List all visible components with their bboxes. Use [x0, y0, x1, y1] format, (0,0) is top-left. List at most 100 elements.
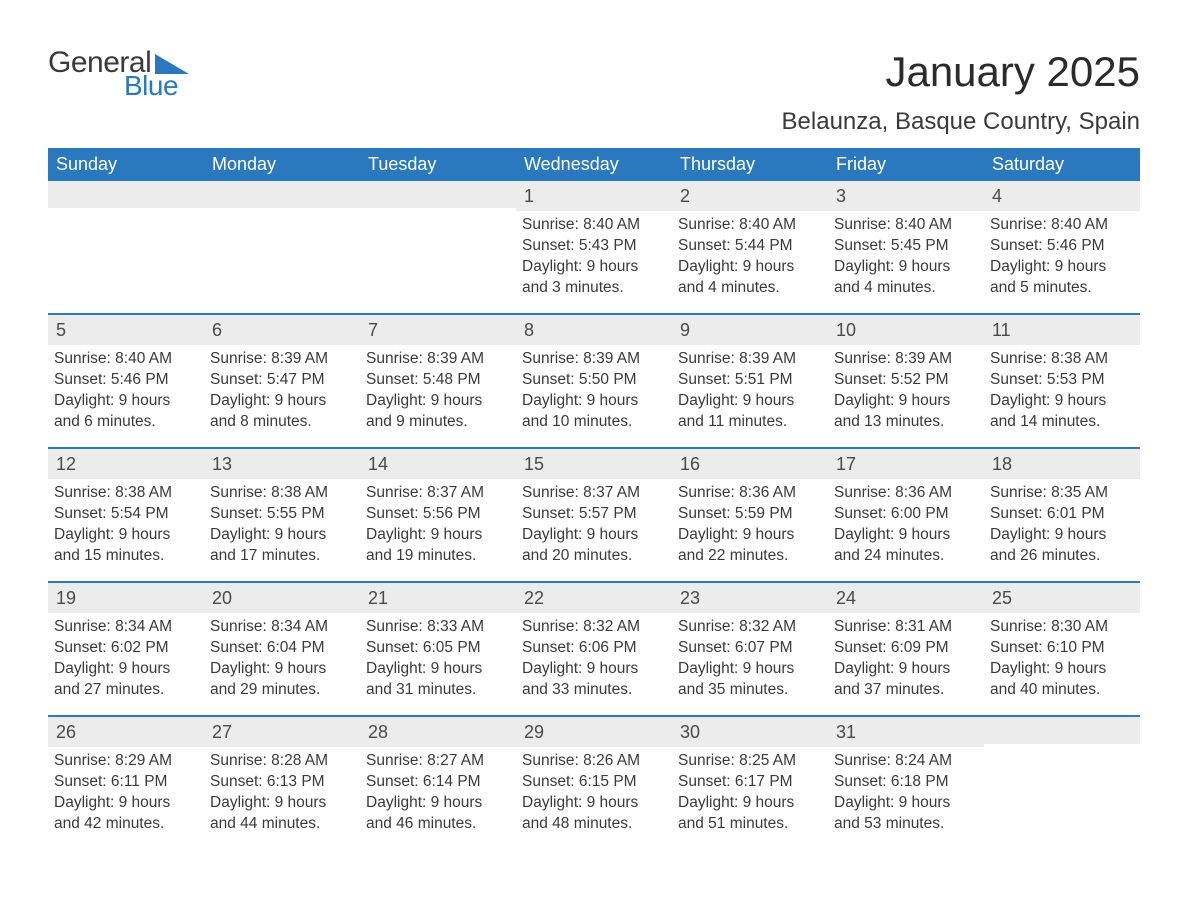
sunset-line: Sunset: 6:11 PM	[54, 772, 198, 793]
sunrise-line: Sunrise: 8:39 AM	[834, 349, 978, 370]
sunrise-line: Sunrise: 8:31 AM	[834, 617, 978, 638]
weekday-header: Wednesday	[516, 148, 672, 181]
day-cell: 1Sunrise: 8:40 AMSunset: 5:43 PMDaylight…	[516, 181, 672, 313]
sunrise-line: Sunrise: 8:34 AM	[54, 617, 198, 638]
sunset-line: Sunset: 6:02 PM	[54, 638, 198, 659]
day-number: 13	[204, 449, 360, 479]
weekday-header: Sunday	[48, 148, 204, 181]
sunrise-line: Sunrise: 8:39 AM	[366, 349, 510, 370]
day-cell: 30 Sunrise: 8:25 AMSunset: 6:17 PMDayligh…	[672, 717, 828, 849]
daylight-line: Daylight: 9 hours and 6 minutes.	[54, 391, 198, 433]
day-number: 14	[360, 449, 516, 479]
weekday-header: Saturday	[984, 148, 1140, 181]
day-number: 19	[48, 583, 204, 613]
day-number: 9	[672, 315, 828, 345]
daylight-line: Daylight: 9 hours and 11 minutes.	[678, 391, 822, 433]
day-number: 12	[48, 449, 204, 479]
day-number	[204, 181, 360, 208]
day-number: 22	[516, 583, 672, 613]
day-cell: 5Sunrise: 8:40 AMSunset: 5:46 PMDaylight…	[48, 315, 204, 447]
daylight-line: Daylight: 9 hours and 51 minutes.	[678, 793, 822, 835]
day-cell: 21Sunrise: 8:33 AMSunset: 6:05 PMDayligh…	[360, 583, 516, 715]
daylight-line: Daylight: 9 hours and 31 minutes.	[366, 659, 510, 701]
day-cell: 15Sunrise: 8:37 AMSunset: 5:57 PMDayligh…	[516, 449, 672, 581]
day-cell: 28Sunrise: 8:27 AMSunset: 6:14 PMDayligh…	[360, 717, 516, 849]
sunset-line: Sunset: 5:43 PM	[522, 236, 666, 257]
sunrise-line: Sunrise: 8:32 AM	[522, 617, 666, 638]
sunset-line: Sunset: 5:51 PM	[678, 370, 822, 391]
week-row: 12Sunrise: 8:38 AMSunset: 5:54 PMDayligh…	[48, 447, 1140, 581]
sunset-line: Sunset: 6:00 PM	[834, 504, 978, 525]
sunrise-line: Sunrise: 8:39 AM	[522, 349, 666, 370]
calendar: SundayMondayTuesdayWednesdayThursdayFrid…	[48, 148, 1140, 849]
day-cell: 29Sunrise: 8:26 AMSunset: 6:15 PMDayligh…	[516, 717, 672, 849]
sunset-line: Sunset: 5:46 PM	[54, 370, 198, 391]
sunrise-line: Sunrise: 8:38 AM	[990, 349, 1134, 370]
day-number: 16	[672, 449, 828, 479]
day-number	[360, 181, 516, 208]
logo: General Blue	[48, 48, 189, 100]
sunrise-line: Sunrise: 8:33 AM	[366, 617, 510, 638]
day-number: 7	[360, 315, 516, 345]
day-cell-empty	[204, 181, 360, 313]
sunset-line: Sunset: 6:04 PM	[210, 638, 354, 659]
sunrise-line: Sunrise: 8:36 AM	[678, 483, 822, 504]
sunrise-line: Sunrise: 8:35 AM	[990, 483, 1134, 504]
weekday-header-row: SundayMondayTuesdayWednesdayThursdayFrid…	[48, 148, 1140, 181]
day-cell: 19 Sunrise: 8:34 AMSunset: 6:02 PMDayligh…	[48, 583, 204, 715]
day-number: 27	[204, 717, 360, 747]
sunset-line: Sunset: 5:50 PM	[522, 370, 666, 391]
daylight-line: Daylight: 9 hours and 15 minutes.	[54, 525, 198, 567]
day-cell: 22Sunrise: 8:32 AMSunset: 6:06 PMDayligh…	[516, 583, 672, 715]
day-number	[984, 717, 1140, 744]
sunset-line: Sunset: 5:45 PM	[834, 236, 978, 257]
sunrise-line: Sunrise: 8:40 AM	[54, 349, 198, 370]
sunrise-line: Sunrise: 8:32 AM	[678, 617, 822, 638]
sunrise-line: Sunrise: 8:40 AM	[678, 215, 822, 236]
sunrise-line: Sunrise: 8:25 AM	[678, 751, 822, 772]
sunrise-line: Sunrise: 8:34 AM	[210, 617, 354, 638]
sunrise-line: Sunrise: 8:39 AM	[210, 349, 354, 370]
daylight-line: Daylight: 9 hours and 27 minutes.	[54, 659, 198, 701]
day-number: 31	[828, 717, 984, 747]
sunrise-line: Sunrise: 8:36 AM	[834, 483, 978, 504]
day-cell: 26Sunrise: 8:29 AMSunset: 6:11 PMDayligh…	[48, 717, 204, 849]
sunset-line: Sunset: 6:17 PM	[678, 772, 822, 793]
day-number: 20	[204, 583, 360, 613]
daylight-line: Daylight: 9 hours and 9 minutes.	[366, 391, 510, 433]
day-cell-empty	[48, 181, 204, 313]
day-cell: 8Sunrise: 8:39 AMSunset: 5:50 PMDaylight…	[516, 315, 672, 447]
sunrise-line: Sunrise: 8:30 AM	[990, 617, 1134, 638]
sunset-line: Sunset: 6:13 PM	[210, 772, 354, 793]
day-cell: 20Sunrise: 8:34 AMSunset: 6:04 PMDayligh…	[204, 583, 360, 715]
day-cell: 24Sunrise: 8:31 AMSunset: 6:09 PMDayligh…	[828, 583, 984, 715]
day-number	[48, 181, 204, 208]
day-cell: 10Sunrise: 8:39 AMSunset: 5:52 PMDayligh…	[828, 315, 984, 447]
day-cell: 14Sunrise: 8:37 AMSunset: 5:56 PMDayligh…	[360, 449, 516, 581]
daylight-line: Daylight: 9 hours and 17 minutes.	[210, 525, 354, 567]
day-number: 21	[360, 583, 516, 613]
title-block: January 2025	[885, 48, 1140, 96]
sunrise-line: Sunrise: 8:24 AM	[834, 751, 978, 772]
day-cell: 12Sunrise: 8:38 AMSunset: 5:54 PMDayligh…	[48, 449, 204, 581]
sunrise-line: Sunrise: 8:39 AM	[678, 349, 822, 370]
week-row: 26Sunrise: 8:29 AMSunset: 6:11 PMDayligh…	[48, 715, 1140, 849]
day-number: 17	[828, 449, 984, 479]
daylight-line: Daylight: 9 hours and 10 minutes.	[522, 391, 666, 433]
daylight-line: Daylight: 9 hours and 20 minutes.	[522, 525, 666, 567]
day-number: 26	[48, 717, 204, 747]
day-number: 30	[672, 717, 828, 747]
day-number: 2	[672, 181, 828, 211]
sunrise-line: Sunrise: 8:37 AM	[522, 483, 666, 504]
weekday-header: Tuesday	[360, 148, 516, 181]
day-number: 23	[672, 583, 828, 613]
daylight-line: Daylight: 9 hours and 19 minutes.	[366, 525, 510, 567]
daylight-line: Daylight: 9 hours and 5 minutes.	[990, 257, 1134, 299]
sunset-line: Sunset: 6:06 PM	[522, 638, 666, 659]
day-cell-empty	[360, 181, 516, 313]
day-number: 4	[984, 181, 1140, 211]
day-cell: 23Sunrise: 8:32 AMSunset: 6:07 PMDayligh…	[672, 583, 828, 715]
daylight-line: Daylight: 9 hours and 4 minutes.	[678, 257, 822, 299]
day-number: 25	[984, 583, 1140, 613]
sunset-line: Sunset: 6:18 PM	[834, 772, 978, 793]
